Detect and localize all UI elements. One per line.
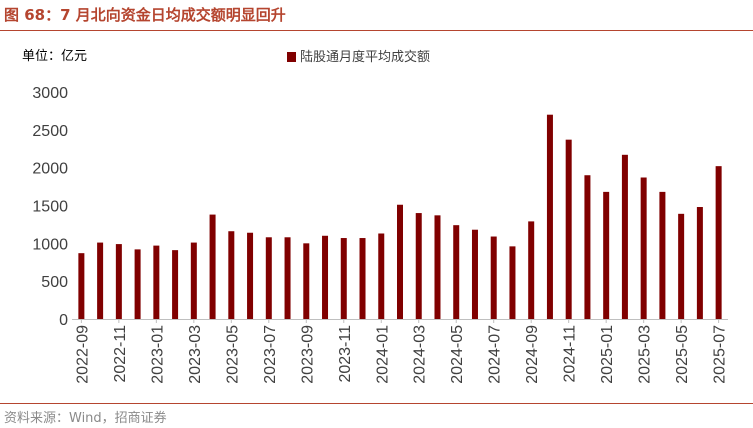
bar-2025-01: [603, 191, 610, 319]
bar-2025-06: [696, 207, 703, 319]
bar-2025-03: [640, 177, 647, 319]
source-divider: [0, 403, 753, 404]
x-tick-label: 2024-07: [487, 325, 504, 384]
bar-2025-07: [715, 166, 722, 319]
bar-2025-04: [659, 191, 666, 319]
bar-2024-03: [415, 213, 422, 319]
bar-2025-02: [621, 154, 628, 319]
x-tick-label: 2024-03: [412, 325, 429, 384]
bar-2023-07: [265, 237, 272, 319]
y-tick-label: 500: [41, 274, 68, 291]
x-tick-label: 2024-01: [374, 325, 391, 384]
bar-2023-09: [303, 243, 310, 319]
x-tick-label: 2025-07: [712, 325, 729, 384]
bar-2023-01: [153, 245, 160, 319]
x-tick-label: 2024-09: [524, 325, 541, 384]
bar-2023-03: [190, 242, 197, 319]
bar-2024-08: [509, 246, 516, 319]
bar-2025-05: [678, 213, 685, 319]
bar-2022-11: [115, 244, 122, 319]
bar-2023-11: [340, 238, 347, 319]
x-tick-label: 2023-05: [224, 325, 241, 384]
bar-2024-01: [378, 233, 385, 319]
y-tick-label: 2000: [32, 161, 68, 178]
bar-2024-04: [434, 215, 441, 319]
bar-2024-10: [546, 114, 553, 319]
bar-2023-08: [284, 237, 291, 319]
y-tick-label: 1500: [32, 199, 68, 216]
bar-2023-12: [359, 238, 366, 319]
bar-2024-12: [584, 175, 591, 319]
x-tick-label: 2025-03: [637, 325, 654, 384]
bar-2022-09: [78, 253, 85, 319]
bar-2023-02: [172, 250, 179, 319]
y-tick-label: 0: [59, 312, 68, 329]
x-tick-label: 2023-07: [262, 325, 279, 384]
legend-label: 陆股通月度平均成交额: [300, 49, 430, 65]
bar-2023-04: [209, 214, 216, 319]
bar-2024-11: [565, 139, 572, 319]
bar-chart: 单位：亿元 陆股通月度平均成交额 0 500 1000 1500 2000 2500 300…: [22, 49, 729, 384]
figure-title: 图 68：7 月北向资金日均成交额明显回升: [4, 6, 286, 24]
y-tick-label: 1000: [32, 236, 68, 253]
x-tick-label: 2023-01: [149, 325, 166, 384]
x-tick-label: 2025-01: [599, 325, 616, 384]
unit-label: 单位：亿元: [22, 49, 87, 64]
y-tick-label: 3000: [32, 85, 68, 102]
y-axis: 0 500 1000 1500 2000 2500 3000: [32, 85, 68, 329]
x-tick-label: 2024-05: [449, 325, 466, 384]
bar-2024-07: [490, 236, 497, 319]
y-tick-label: 2500: [32, 123, 68, 140]
x-tick-label: 2023-09: [299, 325, 316, 384]
x-tick-label: 2023-03: [187, 325, 204, 384]
bar-2022-12: [134, 249, 141, 319]
bar-2024-06: [471, 229, 478, 319]
bar-2024-05: [453, 225, 460, 319]
bar-2023-06: [247, 232, 254, 319]
x-tick-label: 2022-09: [74, 325, 91, 384]
x-tick-label: 2023-11: [337, 325, 354, 383]
x-tick-label: 2022-11: [112, 325, 129, 383]
bar-2023-05: [228, 231, 235, 319]
x-axis: 2022-09 2022-11 2023-01 2023-03 2023-05 2023-…: [74, 319, 729, 384]
title-divider: [0, 30, 753, 31]
x-tick-label: 2025-05: [674, 325, 691, 384]
bar-2023-10: [322, 235, 329, 319]
x-tick-label: 2024-11: [562, 325, 579, 383]
legend-swatch: [287, 52, 296, 62]
bar-2022-10: [97, 242, 104, 319]
source-note: 资料来源：Wind，招商证券: [4, 411, 167, 426]
bar-2024-09: [528, 221, 535, 319]
bars: [78, 114, 722, 319]
legend: 陆股通月度平均成交额: [287, 49, 430, 65]
bar-2024-02: [397, 204, 403, 319]
